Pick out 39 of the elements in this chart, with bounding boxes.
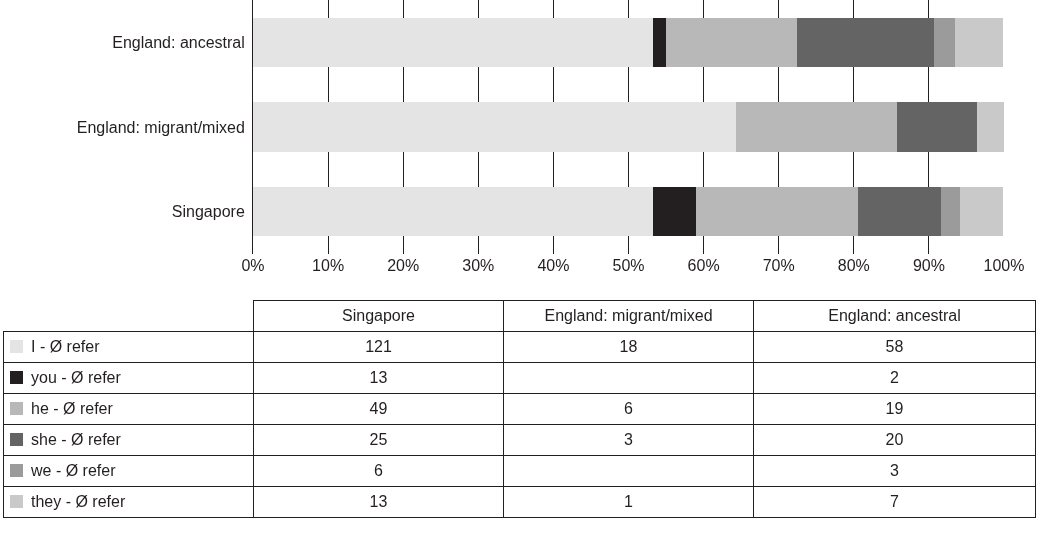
x-tick-label: 90% — [912, 257, 945, 274]
legend-label: I - Ø refer — [31, 338, 100, 355]
x-tick-label: 30% — [462, 257, 495, 274]
x-tick-label: 50% — [612, 257, 645, 274]
data-label: 25 — [253, 424, 504, 456]
x-tick-label: 10% — [312, 257, 345, 274]
legend-label: she - Ø refer — [31, 431, 121, 448]
data-label: 121 — [253, 331, 504, 363]
data-label: 6 — [503, 393, 754, 425]
legend-label: they - Ø refer — [31, 493, 126, 510]
data-label: 20 — [753, 424, 1036, 456]
data-label: 6 — [253, 455, 504, 487]
legend-label: he - Ø refer — [31, 400, 113, 417]
category-label: Singapore — [253, 300, 504, 332]
x-tick-label: 0% — [241, 257, 265, 274]
x-tick-label: 40% — [537, 257, 570, 274]
legend-label: we - Ø refer — [31, 462, 116, 479]
category-label: England: ancestral — [753, 300, 1036, 332]
data-label: 13 — [253, 362, 504, 394]
data-label: 19 — [753, 393, 1036, 425]
data-label: 3 — [503, 424, 754, 456]
data-label: 49 — [253, 393, 504, 425]
category-label: England: migrant/mixed — [503, 300, 754, 332]
data-label: 18 — [503, 331, 754, 363]
y-tick-label: England: ancestral — [112, 33, 245, 51]
x-tick-label: 80% — [837, 257, 870, 274]
data-label: 13 — [253, 486, 504, 518]
legend-label: you - Ø refer — [31, 369, 121, 386]
data-label: 1 — [503, 486, 754, 518]
y-tick-label: Singapore — [171, 203, 245, 221]
data-label: 58 — [753, 331, 1036, 363]
y-tick-label: England: migrant/mixed — [76, 118, 245, 136]
data-label: 7 — [753, 486, 1036, 518]
x-tick-label: 60% — [687, 257, 720, 274]
data-label: 2 — [753, 362, 1036, 394]
x-tick-label: 100% — [983, 257, 1025, 274]
x-tick-label: 20% — [387, 257, 420, 274]
x-tick-label: 70% — [762, 257, 795, 274]
data-label: 3 — [753, 455, 1036, 487]
